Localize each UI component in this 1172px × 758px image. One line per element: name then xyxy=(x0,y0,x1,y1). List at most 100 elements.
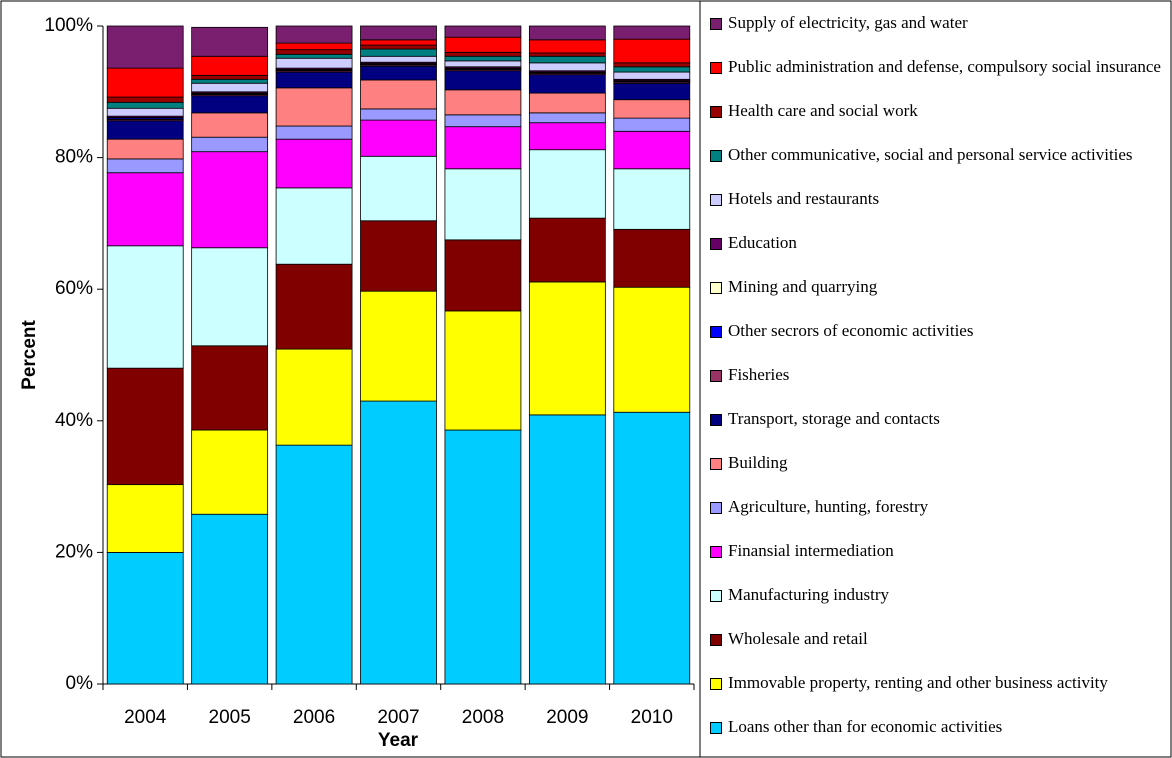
legend-swatch xyxy=(710,546,722,558)
legend-entry: Wholesale and retail xyxy=(708,630,1163,648)
bar-segment xyxy=(360,290,437,402)
bar-segment xyxy=(528,281,606,416)
bar-segment xyxy=(191,429,269,515)
legend-swatch xyxy=(710,62,722,74)
x-tick-label: 2010 xyxy=(631,707,673,728)
bar-segment xyxy=(360,25,437,41)
bar-segment xyxy=(275,57,353,69)
bar-segment xyxy=(106,367,184,486)
bar-segment xyxy=(528,62,606,72)
bar-segment xyxy=(528,74,606,94)
bar-segment xyxy=(613,168,691,230)
bar-segment xyxy=(275,87,353,127)
legend-entry: Transport, storage and contacts xyxy=(708,410,1163,428)
bar-segment xyxy=(191,82,269,93)
y-tick-label: 100% xyxy=(44,15,93,36)
legend-label: Wholesale and retail xyxy=(728,629,868,648)
bar-segment xyxy=(191,78,269,84)
legend-swatch xyxy=(710,326,722,338)
bar-segment xyxy=(360,48,437,57)
legend: Supply of electricity, gas and water Publ… xyxy=(708,0,1168,758)
bar-segment xyxy=(191,345,269,431)
legend-label: Transport, storage and contacts xyxy=(728,409,940,428)
bar-segment xyxy=(528,92,606,114)
bar-segment xyxy=(275,42,353,51)
bar-segment xyxy=(613,38,691,64)
x-tick-label: 2008 xyxy=(462,707,504,728)
bar-segment xyxy=(191,247,269,347)
x-tick-label: 2009 xyxy=(546,707,588,728)
legend-label: Supply of electricity, gas and water xyxy=(728,13,968,32)
bar-segment xyxy=(191,151,269,249)
bar-segment xyxy=(191,136,269,153)
bar-segment xyxy=(528,55,606,64)
legend-swatch xyxy=(710,414,722,426)
bar-segment xyxy=(528,112,606,124)
legend-swatch xyxy=(710,238,722,250)
bar-segment xyxy=(444,36,522,53)
legend-label: Manufacturing industry xyxy=(728,585,889,604)
bar-segment xyxy=(444,168,522,241)
x-axis-label: Year xyxy=(378,730,419,751)
legend-label: Health care and social work xyxy=(728,101,918,120)
legend-label: Finansial intermediation xyxy=(728,541,894,560)
legend-entry: Manufacturing industry xyxy=(708,586,1163,604)
legend-entry: Agriculture, hunting, forestry xyxy=(708,498,1163,516)
legend-entry: Supply of electricity, gas and water xyxy=(708,14,1163,32)
legend-entry: Building xyxy=(708,454,1163,472)
bar-segment xyxy=(613,286,691,413)
bar-segment xyxy=(275,187,353,265)
legend-label: Fisheries xyxy=(728,365,790,384)
bar-segment xyxy=(191,74,269,80)
bar-segment xyxy=(444,60,522,68)
bar-segment xyxy=(613,130,691,170)
bar-segment xyxy=(613,66,691,73)
bar-segment xyxy=(444,55,522,62)
legend-entry: Finansial intermediation xyxy=(708,542,1163,560)
legend-swatch xyxy=(710,634,722,646)
y-axis-label: Percent xyxy=(19,319,40,389)
bar-segment xyxy=(275,25,353,44)
legend-swatch xyxy=(710,282,722,294)
bar-segment xyxy=(444,429,522,685)
bar-segment xyxy=(106,67,184,98)
bar-segment xyxy=(444,114,522,128)
bar-segment xyxy=(444,51,522,57)
bar-segment xyxy=(360,400,437,685)
x-tick-label: 2006 xyxy=(293,707,335,728)
x-tick-label: 2005 xyxy=(209,707,251,728)
y-tick-label: 80% xyxy=(55,147,93,168)
bar-segment xyxy=(444,239,522,312)
bar-segment xyxy=(613,99,691,119)
bar-segment xyxy=(106,107,184,117)
legend-label: Loans other than for economic activities xyxy=(728,717,1003,736)
bar-segment xyxy=(613,62,691,68)
legend-swatch xyxy=(710,722,722,734)
legend-swatch xyxy=(710,370,722,382)
bar-segment xyxy=(106,101,184,109)
bar-segment xyxy=(191,112,269,138)
bar-segment xyxy=(106,245,184,369)
legend-swatch xyxy=(710,106,722,118)
legend-label: Other secrors of economic activities xyxy=(728,321,974,340)
legend-entry: Immovable property, renting and other bu… xyxy=(708,674,1163,692)
bar-segment xyxy=(360,220,437,292)
legend-label: Hotels and restaurants xyxy=(728,189,880,208)
bar-segment xyxy=(360,39,437,46)
bar-segment xyxy=(191,55,269,76)
bar-segment xyxy=(444,25,522,38)
bar-segment xyxy=(275,348,353,446)
legend-label: Mining and quarrying xyxy=(728,277,878,296)
bar-segment xyxy=(613,25,691,40)
bar-segment xyxy=(360,55,437,63)
bar-segment xyxy=(360,79,437,110)
y-tick-label: 60% xyxy=(55,278,93,299)
bar-segment xyxy=(613,228,691,288)
legend-entry: Mining and quarrying xyxy=(708,278,1163,296)
y-tick-label: 20% xyxy=(55,541,93,562)
bar-segment xyxy=(275,125,353,140)
bar-segment xyxy=(528,25,606,41)
legend-swatch xyxy=(710,678,722,690)
bar-segment xyxy=(106,484,184,553)
